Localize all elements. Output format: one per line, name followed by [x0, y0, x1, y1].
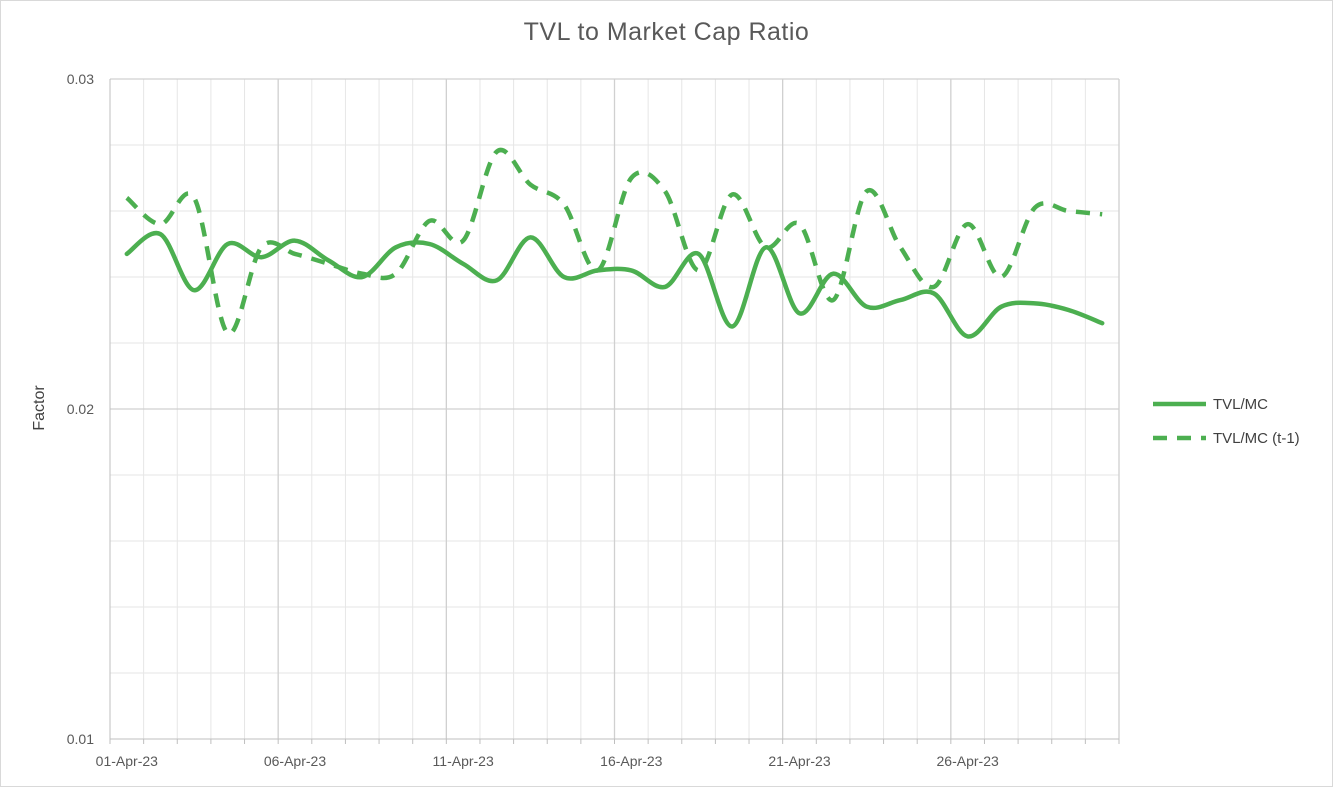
series-line-tvl-mc-t-1: [125, 147, 1103, 336]
y-tick-label: 0.01: [67, 731, 94, 747]
x-tick-label: 11-Apr-23: [433, 753, 494, 769]
legend-label: TVL/MC (t-1): [1213, 430, 1300, 447]
x-tick-label: 21-Apr-23: [768, 753, 830, 769]
series-line-tvl-mc: [124, 230, 1105, 339]
chart-title: TVL to Market Cap Ratio: [523, 18, 810, 46]
legend: TVL/MC TVL/MC (t-1): [1153, 396, 1300, 447]
x-tick-labels: 01-Apr-23 06-Apr-23 11-Apr-23 16-Apr-23 21-A…: [96, 753, 999, 769]
y-tick-label: 0.03: [67, 71, 94, 87]
y-tick-label: 0.02: [67, 401, 94, 417]
x-tick-label: 26-Apr-23: [937, 753, 999, 769]
axes: [109, 79, 1120, 744]
x-tick-label: 06-Apr-23: [264, 753, 326, 769]
legend-label: TVL/MC: [1213, 396, 1268, 413]
y-tick-labels: 0.01 0.02 0.03: [67, 71, 94, 747]
series-lines: [124, 147, 1105, 339]
x-tick-label: 16-Apr-23: [600, 753, 662, 769]
major-gridlines: [110, 78, 1120, 739]
x-tick-label: 01-Apr-23: [96, 753, 158, 769]
